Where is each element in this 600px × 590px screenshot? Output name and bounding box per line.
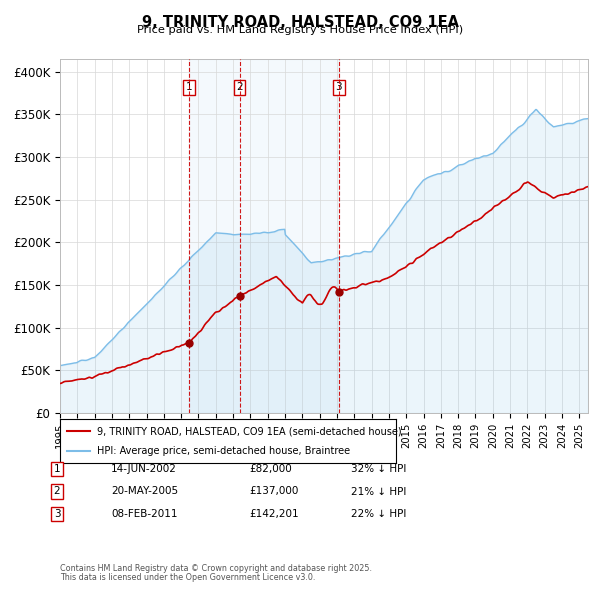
Text: 32% ↓ HPI: 32% ↓ HPI [351,464,406,474]
Text: 3: 3 [53,509,61,519]
Text: 2: 2 [53,487,61,496]
Text: £82,000: £82,000 [249,464,292,474]
Text: 9, TRINITY ROAD, HALSTEAD, CO9 1EA (semi-detached house): 9, TRINITY ROAD, HALSTEAD, CO9 1EA (semi… [97,427,401,436]
Text: 22% ↓ HPI: 22% ↓ HPI [351,509,406,519]
Text: 08-FEB-2011: 08-FEB-2011 [111,509,178,519]
Text: 3: 3 [335,83,342,92]
Text: 2: 2 [236,83,243,92]
Text: Contains HM Land Registry data © Crown copyright and database right 2025.: Contains HM Land Registry data © Crown c… [60,565,372,573]
Text: 20-MAY-2005: 20-MAY-2005 [111,487,178,496]
Text: Price paid vs. HM Land Registry's House Price Index (HPI): Price paid vs. HM Land Registry's House … [137,25,463,35]
Text: 1: 1 [185,83,192,92]
Text: 9, TRINITY ROAD, HALSTEAD, CO9 1EA: 9, TRINITY ROAD, HALSTEAD, CO9 1EA [142,15,458,30]
Text: HPI: Average price, semi-detached house, Braintree: HPI: Average price, semi-detached house,… [97,446,350,455]
Text: 1: 1 [53,464,61,474]
Text: 21% ↓ HPI: 21% ↓ HPI [351,487,406,496]
Text: This data is licensed under the Open Government Licence v3.0.: This data is licensed under the Open Gov… [60,573,316,582]
Text: £137,000: £137,000 [249,487,298,496]
Bar [189,59,339,413]
Text: £142,201: £142,201 [249,509,299,519]
Text: 14-JUN-2002: 14-JUN-2002 [111,464,177,474]
